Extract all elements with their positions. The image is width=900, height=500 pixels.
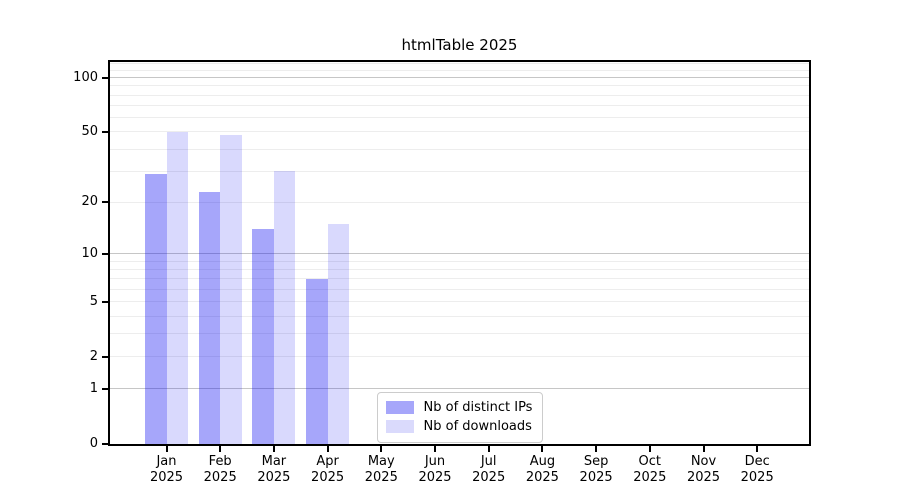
gridline-minor-30 [110,170,809,172]
gridline-major-10 [110,253,809,255]
x-tick-label-apr: Apr 2025 [311,454,345,485]
gridline-minor-7 [110,278,809,280]
x-tick-mark-aug [541,446,544,452]
gridline-minor-5 [110,301,809,303]
x-tick-label-jul: Jul 2025 [472,454,506,485]
x-tick-mark-apr [326,446,329,452]
x-tick-mark-may [380,446,383,452]
x-tick-label-aug: Aug 2025 [525,454,559,485]
y-tick-mark-50 [102,130,108,133]
y-tick-label-100: 100 [73,69,98,85]
x-tick-label-oct: Oct 2025 [633,454,667,485]
legend-swatch-distinct-ips [385,401,414,414]
plot-area: Nb of distinct IPs Nb of downloads [108,60,811,446]
bar-nb-of-downloads-mar [273,171,296,444]
x-tick-mark-jul [487,446,490,452]
gridline-minor-60 [110,117,809,119]
x-tick-mark-feb [219,446,222,452]
gridline-major-1 [110,388,809,390]
legend: Nb of distinct IPs Nb of downloads [376,392,543,443]
y-tick-mark-0 [102,443,108,445]
gridline-minor-2 [110,356,809,358]
gridline-minor-120 [110,62,809,64]
gridline-minor-3 [110,333,809,335]
x-tick-mark-dec [756,446,759,452]
legend-label-downloads: Nb of downloads [423,419,532,434]
legend-label-distinct-ips: Nb of distinct IPs [423,400,533,415]
x-tick-mark-mar [272,446,275,452]
x-tick-mark-oct [648,446,651,452]
x-tick-mark-jan [165,446,168,452]
y-tick-label-5: 5 [89,293,98,309]
x-tick-label-feb: Feb 2025 [203,454,237,485]
x-tick-mark-nov [702,446,705,452]
y-tick-label-50: 50 [81,123,98,139]
y-tick-mark-100 [102,76,108,79]
y-tick-mark-5 [102,300,108,303]
gridline-minor-9 [110,260,809,262]
y-tick-label-10: 10 [81,245,98,261]
x-tick-label-mar: Mar 2025 [257,454,291,485]
x-tick-mark-jun [434,446,436,452]
y-tick-mark-10 [102,252,108,255]
legend-item-downloads: Nb of downloads [385,417,534,436]
gridline-minor-40 [110,148,809,150]
legend-item-distinct-ips: Nb of distinct IPs [385,398,534,417]
bar-nb-of-distinct-ips-apr [306,278,328,444]
x-tick-label-sep: Sep 2025 [579,454,613,485]
bar-nb-of-distinct-ips-jan [145,174,167,444]
y-tick-label-0: 0 [89,436,98,451]
gridline-minor-8 [110,269,809,271]
gridline-major-100 [110,77,809,79]
x-tick-label-jan: Jan 2025 [149,454,184,485]
legend-swatch-downloads [385,420,414,433]
gridline-minor-70 [110,105,809,107]
x-tick-label-jun: Jun 2025 [418,454,452,485]
gridline-minor-80 [110,94,809,96]
gridline-minor-110 [110,69,809,71]
y-tick-label-20: 20 [81,194,98,210]
gridline-minor-90 [110,85,809,87]
y-tick-mark-2 [102,355,108,358]
y-tick-mark-20 [102,201,108,204]
bar-nb-of-distinct-ips-feb [198,191,221,444]
y-tick-label-2: 2 [89,348,98,364]
y-tick-mark-1 [102,387,108,390]
gridline-minor-50 [110,131,809,133]
x-tick-label-may: May 2025 [364,454,398,485]
chart-title: htmlTable 2025 [401,36,518,54]
x-tick-label-dec: Dec 2025 [740,454,774,485]
bar-nb-of-downloads-jan [166,131,188,444]
bar-nb-of-downloads-apr [327,223,350,444]
bar-nb-of-downloads-feb [220,135,242,444]
x-tick-mark-sep [595,446,598,452]
y-tick-label-1: 1 [89,380,98,396]
gridline-minor-6 [110,289,809,291]
gridline-minor-20 [110,201,809,203]
gridline-minor-4 [110,315,809,317]
bar-nb-of-distinct-ips-mar [252,229,274,444]
x-tick-label-nov: Nov 2025 [686,454,721,485]
